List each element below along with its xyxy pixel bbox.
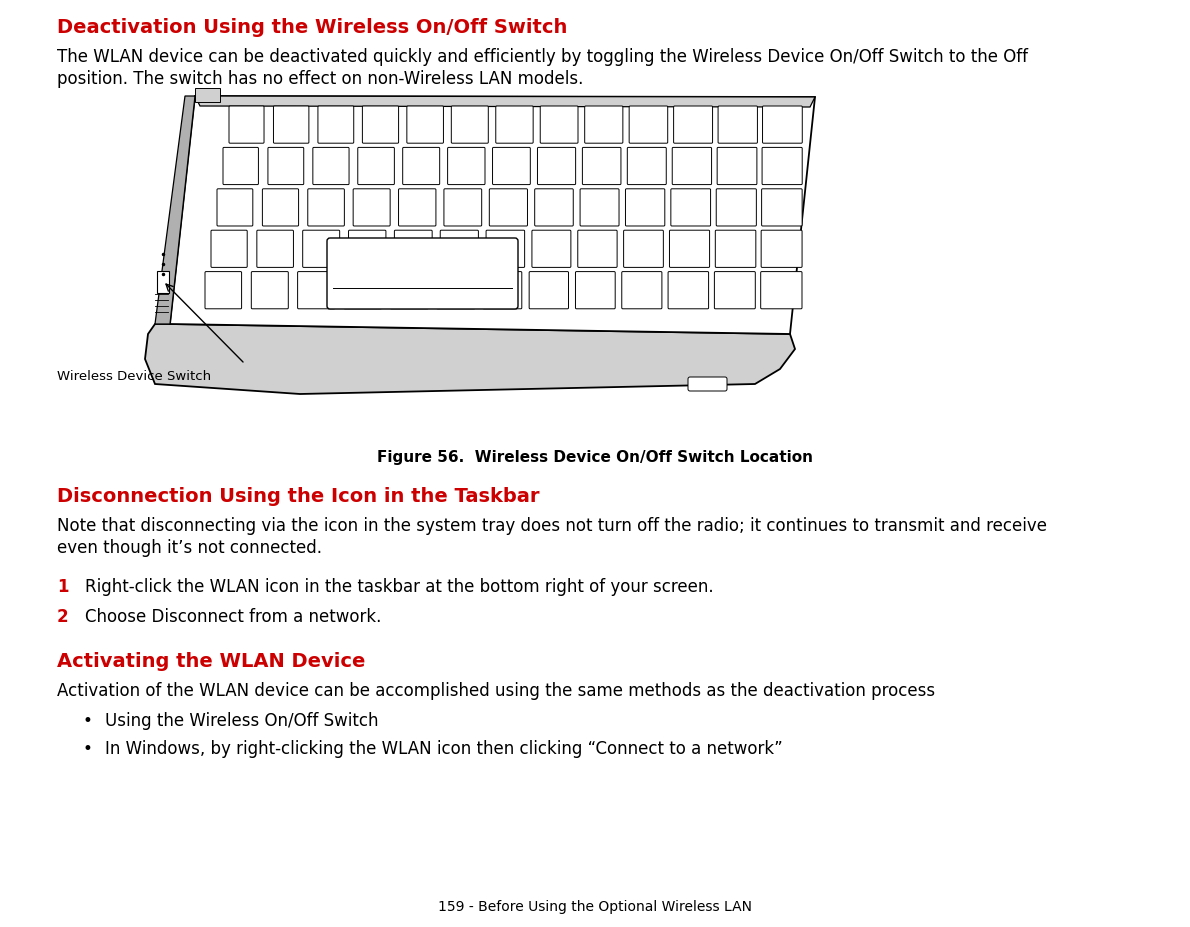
Text: Right-click the WLAN icon in the taskbar at the bottom right of your screen.: Right-click the WLAN icon in the taskbar…	[86, 578, 714, 595]
Text: Activation of the WLAN device can be accomplished using the same methods as the : Activation of the WLAN device can be acc…	[57, 681, 935, 699]
FancyBboxPatch shape	[353, 190, 390, 227]
FancyBboxPatch shape	[211, 231, 248, 268]
FancyBboxPatch shape	[407, 107, 444, 144]
Text: Disconnection Using the Icon in the Taskbar: Disconnection Using the Icon in the Task…	[57, 487, 539, 505]
Text: Deactivation Using the Wireless On/Off Switch: Deactivation Using the Wireless On/Off S…	[57, 18, 568, 37]
FancyBboxPatch shape	[262, 190, 299, 227]
FancyBboxPatch shape	[358, 148, 394, 185]
FancyBboxPatch shape	[718, 148, 757, 185]
FancyBboxPatch shape	[318, 107, 353, 144]
FancyBboxPatch shape	[223, 148, 258, 185]
Text: 159 - Before Using the Optional Wireless LAN: 159 - Before Using the Optional Wireless…	[438, 899, 752, 913]
Text: Choose Disconnect from a network.: Choose Disconnect from a network.	[86, 607, 382, 626]
Polygon shape	[145, 324, 795, 395]
FancyBboxPatch shape	[762, 190, 802, 227]
FancyBboxPatch shape	[584, 107, 622, 144]
FancyBboxPatch shape	[624, 231, 663, 268]
FancyBboxPatch shape	[714, 273, 756, 310]
Bar	[195, 89, 220, 103]
FancyBboxPatch shape	[313, 148, 349, 185]
FancyBboxPatch shape	[390, 273, 428, 310]
FancyBboxPatch shape	[715, 231, 756, 268]
FancyBboxPatch shape	[763, 107, 802, 144]
FancyBboxPatch shape	[447, 148, 486, 185]
FancyBboxPatch shape	[540, 107, 578, 144]
FancyBboxPatch shape	[621, 273, 662, 310]
FancyBboxPatch shape	[308, 190, 344, 227]
FancyBboxPatch shape	[630, 107, 668, 144]
FancyBboxPatch shape	[688, 377, 727, 391]
FancyBboxPatch shape	[217, 190, 252, 227]
Polygon shape	[195, 97, 815, 108]
Bar	[157, 272, 169, 294]
FancyBboxPatch shape	[349, 231, 386, 268]
FancyBboxPatch shape	[496, 107, 533, 144]
FancyBboxPatch shape	[716, 190, 757, 227]
FancyBboxPatch shape	[228, 107, 264, 144]
FancyBboxPatch shape	[344, 273, 382, 310]
Text: Using the Wireless On/Off Switch: Using the Wireless On/Off Switch	[105, 711, 378, 730]
FancyBboxPatch shape	[578, 231, 618, 268]
Text: Figure 56.  Wireless Device On/Off Switch Location: Figure 56. Wireless Device On/Off Switch…	[377, 450, 813, 464]
FancyBboxPatch shape	[670, 231, 709, 268]
Text: •: •	[82, 711, 92, 730]
FancyBboxPatch shape	[672, 148, 712, 185]
Text: Activating the WLAN Device: Activating the WLAN Device	[57, 652, 365, 670]
FancyBboxPatch shape	[762, 148, 802, 185]
FancyBboxPatch shape	[493, 148, 531, 185]
Polygon shape	[170, 97, 815, 335]
FancyBboxPatch shape	[251, 273, 288, 310]
FancyBboxPatch shape	[451, 107, 488, 144]
FancyBboxPatch shape	[399, 190, 436, 227]
Text: 1: 1	[57, 578, 69, 595]
Text: even though it’s not connected.: even though it’s not connected.	[57, 539, 322, 556]
FancyBboxPatch shape	[626, 190, 665, 227]
Text: The WLAN device can be deactivated quickly and efficiently by toggling the Wirel: The WLAN device can be deactivated quick…	[57, 48, 1028, 66]
FancyBboxPatch shape	[440, 231, 478, 268]
Text: •: •	[82, 739, 92, 757]
FancyBboxPatch shape	[444, 190, 482, 227]
FancyBboxPatch shape	[674, 107, 713, 144]
FancyBboxPatch shape	[668, 273, 708, 310]
FancyBboxPatch shape	[327, 239, 518, 310]
FancyBboxPatch shape	[298, 273, 336, 310]
FancyBboxPatch shape	[205, 273, 242, 310]
FancyBboxPatch shape	[762, 231, 802, 268]
Text: Note that disconnecting via the icon in the system tray does not turn off the ra: Note that disconnecting via the icon in …	[57, 516, 1047, 535]
FancyBboxPatch shape	[394, 231, 432, 268]
FancyBboxPatch shape	[538, 148, 576, 185]
FancyBboxPatch shape	[268, 148, 303, 185]
FancyBboxPatch shape	[718, 107, 757, 144]
Text: Wireless Device Switch: Wireless Device Switch	[57, 370, 211, 383]
FancyBboxPatch shape	[532, 231, 571, 268]
FancyBboxPatch shape	[363, 107, 399, 144]
FancyBboxPatch shape	[530, 273, 569, 310]
FancyBboxPatch shape	[580, 190, 619, 227]
FancyBboxPatch shape	[671, 190, 710, 227]
Text: position. The switch has no effect on non-Wireless LAN models.: position. The switch has no effect on no…	[57, 70, 583, 88]
FancyBboxPatch shape	[760, 273, 802, 310]
FancyBboxPatch shape	[489, 190, 527, 227]
Text: In Windows, by right-clicking the WLAN icon then clicking “Connect to a network”: In Windows, by right-clicking the WLAN i…	[105, 739, 783, 757]
FancyBboxPatch shape	[534, 190, 574, 227]
FancyBboxPatch shape	[274, 107, 309, 144]
FancyBboxPatch shape	[302, 231, 339, 268]
FancyBboxPatch shape	[437, 273, 475, 310]
FancyBboxPatch shape	[402, 148, 439, 185]
FancyBboxPatch shape	[486, 231, 525, 268]
FancyBboxPatch shape	[257, 231, 294, 268]
FancyBboxPatch shape	[483, 273, 521, 310]
Text: 2: 2	[57, 607, 69, 626]
FancyBboxPatch shape	[576, 273, 615, 310]
FancyBboxPatch shape	[582, 148, 621, 185]
Polygon shape	[155, 97, 195, 324]
FancyBboxPatch shape	[627, 148, 666, 185]
